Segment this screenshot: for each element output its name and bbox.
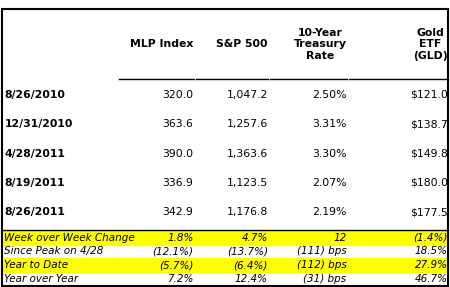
Text: Gold
ETF
(GLD): Gold ETF (GLD)	[413, 28, 448, 61]
Text: 1,176.8: 1,176.8	[226, 207, 268, 217]
Text: (1.4%): (1.4%)	[414, 233, 448, 243]
Text: 8/19/2011: 8/19/2011	[4, 178, 65, 188]
Text: S&P 500: S&P 500	[216, 40, 268, 49]
Text: 8/26/2010: 8/26/2010	[4, 90, 65, 100]
Text: 8/26/2011: 8/26/2011	[4, 207, 65, 217]
Text: 2.19%: 2.19%	[312, 207, 346, 217]
Text: MLP Index: MLP Index	[130, 40, 194, 49]
Text: Year to Date: Year to Date	[4, 260, 68, 270]
Text: (111) bps: (111) bps	[297, 247, 346, 256]
Text: Since Peak on 4/28: Since Peak on 4/28	[4, 247, 104, 256]
Text: 3.31%: 3.31%	[312, 119, 346, 129]
Text: 12: 12	[333, 233, 346, 243]
Text: 2.50%: 2.50%	[312, 90, 346, 100]
Text: (31) bps: (31) bps	[303, 274, 346, 284]
Text: 12/31/2010: 12/31/2010	[4, 119, 73, 129]
Text: (12.1%): (12.1%)	[153, 247, 194, 256]
Text: 18.5%: 18.5%	[415, 247, 448, 256]
Text: 320.0: 320.0	[162, 90, 194, 100]
Text: 4/28/2011: 4/28/2011	[4, 149, 65, 158]
Text: 336.9: 336.9	[162, 178, 194, 188]
Text: $121.0: $121.0	[410, 90, 448, 100]
Text: (112) bps: (112) bps	[297, 260, 346, 270]
Text: 1.8%: 1.8%	[167, 233, 194, 243]
Text: 1,047.2: 1,047.2	[226, 90, 268, 100]
Text: 10-Year
Treasury
Rate: 10-Year Treasury Rate	[293, 28, 346, 61]
Text: 7.2%: 7.2%	[167, 274, 194, 284]
Text: $177.5: $177.5	[410, 207, 448, 217]
Bar	[2, 258, 448, 272]
Text: $149.8: $149.8	[410, 149, 448, 158]
Bar	[2, 231, 448, 245]
Text: 3.30%: 3.30%	[312, 149, 346, 158]
Text: 342.9: 342.9	[162, 207, 194, 217]
Text: $180.0: $180.0	[410, 178, 448, 188]
Text: 363.6: 363.6	[162, 119, 194, 129]
Text: 27.9%: 27.9%	[415, 260, 448, 270]
Text: 46.7%: 46.7%	[415, 274, 448, 284]
Text: (6.4%): (6.4%)	[234, 260, 268, 270]
Text: 1,123.5: 1,123.5	[226, 178, 268, 188]
Text: $138.7: $138.7	[410, 119, 448, 129]
Text: 1,363.6: 1,363.6	[226, 149, 268, 158]
Text: (5.7%): (5.7%)	[159, 260, 194, 270]
Text: Year over Year: Year over Year	[4, 274, 79, 284]
Text: 4.7%: 4.7%	[241, 233, 268, 243]
Text: 1,257.6: 1,257.6	[226, 119, 268, 129]
Text: (13.7%): (13.7%)	[227, 247, 268, 256]
Text: Week over Week Change: Week over Week Change	[4, 233, 135, 243]
Text: 390.0: 390.0	[162, 149, 194, 158]
Text: 2.07%: 2.07%	[312, 178, 346, 188]
Text: 12.4%: 12.4%	[235, 274, 268, 284]
